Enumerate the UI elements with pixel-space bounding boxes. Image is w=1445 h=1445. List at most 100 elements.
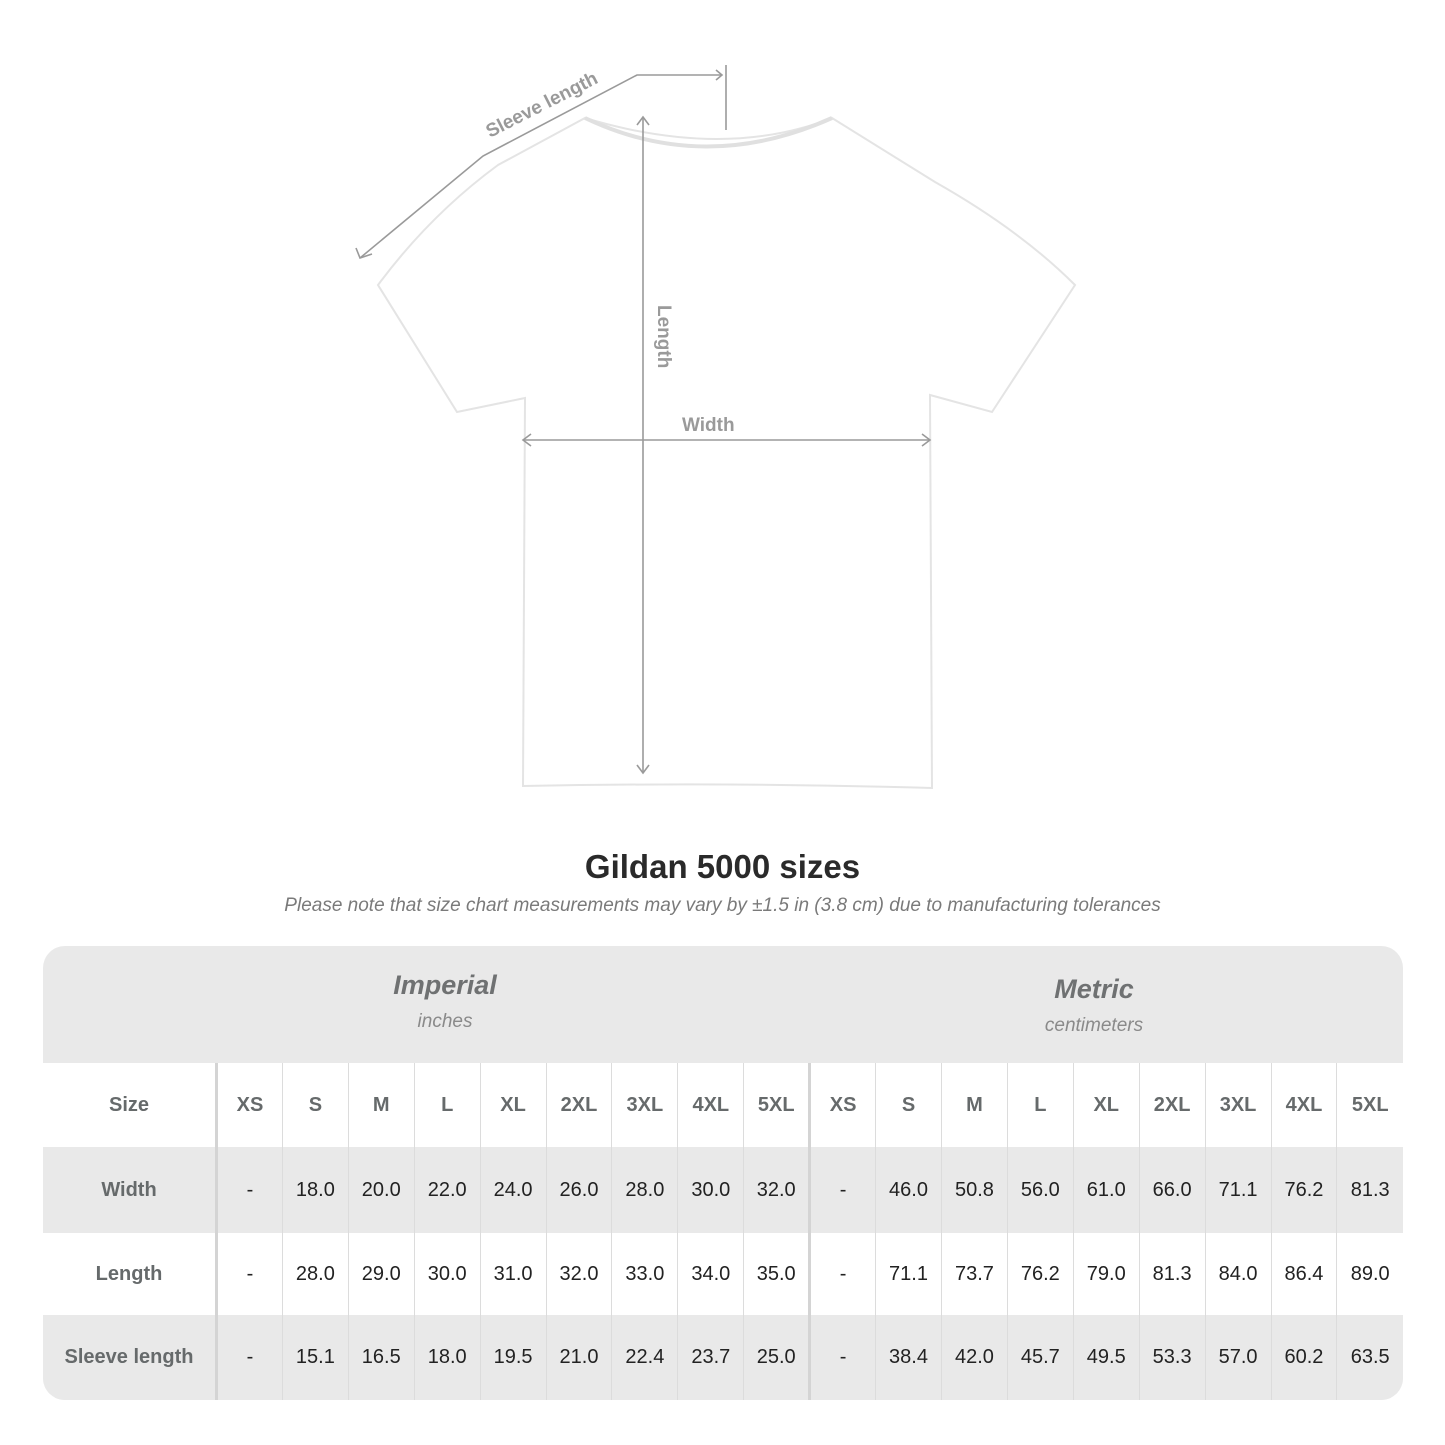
imperial-cell: 33.0 (611, 1233, 678, 1315)
sleeve-length-line (359, 74, 722, 259)
table-row: Width -18.0 20.0 22.0 24.0 26.0 28.0 30.0 32.0-4… (43, 1147, 1403, 1233)
imperial-size-5xl: 5XL (743, 1063, 810, 1147)
metric-size-4xl: 4XL (1270, 1063, 1337, 1147)
imperial-size-xl: XL (479, 1063, 547, 1147)
metric-cell: 73.7 (940, 1233, 1008, 1315)
length-arrow-top (636, 115, 650, 126)
metric-size-5xl: 5XL (1336, 1063, 1403, 1147)
size-table-card: Imperial inches Metric centimeters Size X… (43, 946, 1403, 1400)
imperial-size-l: L (413, 1063, 481, 1147)
metric-size-l: L (1006, 1063, 1074, 1147)
imperial-unit: inches (417, 1011, 473, 1032)
row-label: Length (43, 1233, 218, 1315)
metric-cell: - (808, 1233, 876, 1315)
imperial-cell: 32.0 (743, 1147, 810, 1233)
imperial-size-3xl: 3XL (611, 1063, 678, 1147)
length-label: Length (653, 305, 674, 368)
imperial-cell: 18.0 (413, 1315, 481, 1400)
metric-size-m: M (940, 1063, 1008, 1147)
row-label: Width (43, 1147, 218, 1233)
tolerance-note: Please note that size chart measurements… (284, 895, 1161, 916)
imperial-cell: - (216, 1233, 283, 1315)
imperial-cell: 23.7 (677, 1315, 744, 1400)
metric-size-xs: XS (808, 1063, 876, 1147)
metric-cell: 46.0 (875, 1147, 942, 1233)
metric-cell: 81.3 (1138, 1233, 1206, 1315)
imperial-cell: 24.0 (479, 1147, 547, 1233)
imperial-cell: 28.0 (281, 1233, 349, 1315)
row-label: Sleeve length (43, 1315, 218, 1400)
imperial-cell: 15.1 (281, 1315, 349, 1400)
imperial-size-s: S (281, 1063, 349, 1147)
metric-cell: 56.0 (1006, 1147, 1074, 1233)
size-header-row: Size XS S M L XL 2XL 3XL 4XL 5XL XS S M L XL 2XL 3XL 4XL 5… (43, 1063, 1403, 1147)
imperial-cell: 22.0 (413, 1147, 481, 1233)
metric-cell: 63.5 (1336, 1315, 1403, 1400)
metric-cell: 49.5 (1072, 1315, 1140, 1400)
table-row: Sleeve length -15.1 16.5 18.0 19.5 21.0 22.4 23… (43, 1315, 1403, 1400)
metric-unit: centimeters (1044, 1015, 1144, 1036)
imperial-cell: 30.0 (677, 1147, 744, 1233)
metric-header: Metric centimeters (809, 974, 1379, 1037)
imperial-cell: 28.0 (611, 1147, 678, 1233)
metric-size-s: S (875, 1063, 942, 1147)
imperial-cell: 25.0 (743, 1315, 810, 1400)
imperial-cell: 35.0 (743, 1233, 810, 1315)
sleeve-arrow-head-end (715, 69, 724, 81)
imperial-cell: 16.5 (347, 1315, 415, 1400)
imperial-cell: 19.5 (479, 1315, 547, 1400)
imperial-size-xs: XS (216, 1063, 283, 1147)
chart-title: Gildan 5000 sizes (584, 848, 861, 885)
imperial-cell: 18.0 (281, 1147, 349, 1233)
metric-cell: 50.8 (940, 1147, 1008, 1233)
metric-cell: 61.0 (1072, 1147, 1140, 1233)
imperial-cell: 22.4 (611, 1315, 678, 1400)
imperial-cell: - (216, 1315, 283, 1400)
metric-cell: 81.3 (1336, 1147, 1403, 1233)
tshirt-collar (584, 116, 833, 149)
metric-cell: 66.0 (1138, 1147, 1206, 1233)
metric-cell: - (808, 1147, 876, 1233)
metric-cell: 45.7 (1006, 1315, 1074, 1400)
imperial-cell: 30.0 (413, 1233, 481, 1315)
metric-cell: - (808, 1315, 876, 1400)
imperial-cell: 21.0 (545, 1315, 612, 1400)
imperial-cell: 26.0 (545, 1147, 612, 1233)
metric-cell: 42.0 (940, 1315, 1008, 1400)
metric-size-xl: XL (1072, 1063, 1140, 1147)
metric-size-2xl: 2XL (1138, 1063, 1206, 1147)
imperial-label: Imperial (393, 970, 497, 1000)
imperial-cell: 34.0 (677, 1233, 744, 1315)
table-row: Length -28.0 29.0 30.0 31.0 32.0 33.0 34.0 35.0-… (43, 1233, 1403, 1315)
metric-cell: 79.0 (1072, 1233, 1140, 1315)
metric-cell: 76.2 (1006, 1233, 1074, 1315)
imperial-cell: 32.0 (545, 1233, 612, 1315)
imperial-cell: - (216, 1147, 283, 1233)
metric-cell: 71.1 (875, 1233, 942, 1315)
width-arrow-right (921, 433, 932, 447)
tshirt-illustration (376, 116, 1077, 790)
metric-cell: 60.2 (1270, 1315, 1337, 1400)
width-label: Width (682, 415, 735, 436)
width-arrow-left (521, 433, 532, 447)
imperial-cell: 20.0 (347, 1147, 415, 1233)
metric-cell: 57.0 (1204, 1315, 1271, 1400)
length-arrow-bottom (636, 764, 650, 775)
size-header-label: Size (43, 1063, 218, 1147)
imperial-header: Imperial inches (215, 970, 675, 1033)
metric-cell: 38.4 (875, 1315, 942, 1400)
sleeve-arrow-head (355, 247, 373, 259)
imperial-size-m: M (347, 1063, 415, 1147)
metric-cell: 89.0 (1336, 1233, 1403, 1315)
metric-cell: 53.3 (1138, 1315, 1206, 1400)
imperial-cell: 31.0 (479, 1233, 547, 1315)
metric-label: Metric (1054, 974, 1134, 1004)
metric-size-3xl: 3XL (1204, 1063, 1271, 1147)
metric-cell: 71.1 (1204, 1147, 1271, 1233)
size-table: Size XS S M L XL 2XL 3XL 4XL 5XL XS S M L XL 2XL 3XL 4XL 5… (43, 1063, 1403, 1400)
imperial-size-2xl: 2XL (545, 1063, 612, 1147)
metric-cell: 76.2 (1270, 1147, 1337, 1233)
metric-cell: 84.0 (1204, 1233, 1271, 1315)
metric-cell: 86.4 (1270, 1233, 1337, 1315)
imperial-size-4xl: 4XL (677, 1063, 744, 1147)
